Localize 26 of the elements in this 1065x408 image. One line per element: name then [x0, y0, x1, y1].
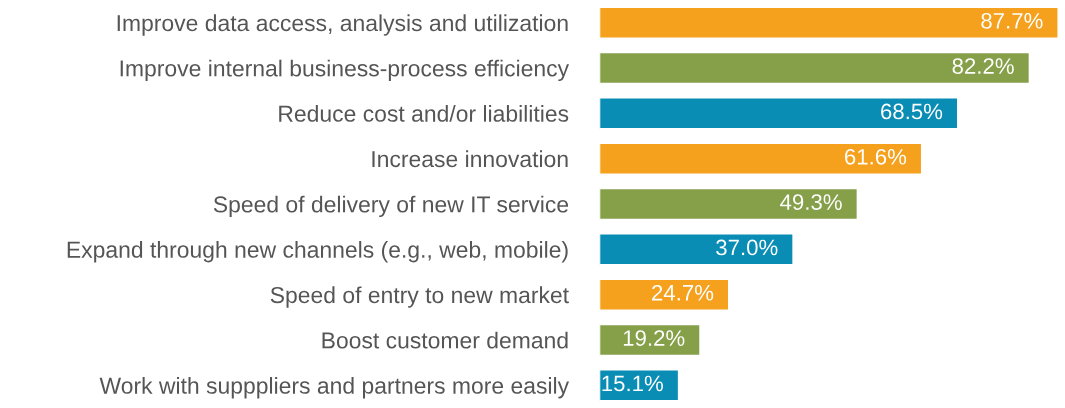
bar [599, 97, 959, 130]
bar [599, 187, 859, 221]
bar [599, 233, 794, 266]
data-label: 49.3% [780, 194, 842, 210]
data-label: 82.2% [952, 58, 1014, 74]
y-tick-label: Improve internal business-process efficiency [120, 59, 570, 82]
y-tick-label: Increase innovation [372, 150, 568, 168]
data-label: 87.7% [981, 12, 1043, 29]
y-tick-label: Improve data access, analysis and utilization [117, 14, 568, 36]
bar [599, 323, 701, 357]
y-tick-label: Reduce cost and/or liabilities [279, 105, 569, 122]
data-label: 61.6% [845, 148, 907, 165]
y-tick-label: Expand through new channels (e.g., web, mobile) [67, 241, 568, 263]
y-tick-label: Speed of delivery of new IT service [213, 195, 569, 218]
data-label: 68.5% [881, 103, 943, 120]
data-label: 37.0% [716, 239, 778, 256]
y-tick-label: Speed of entry to new market [270, 286, 569, 308]
data-label: 15.1% [602, 375, 663, 392]
bar [599, 6, 1059, 39]
bar [599, 142, 923, 175]
bar [599, 278, 730, 311]
data-label: 24.7% [652, 284, 714, 301]
bar [599, 51, 1031, 85]
y-tick-label: Boost customer demand [322, 331, 568, 349]
data-label: 19.2% [623, 330, 685, 346]
y-tick-label: Work with supppliers and partners more easily [99, 377, 570, 399]
